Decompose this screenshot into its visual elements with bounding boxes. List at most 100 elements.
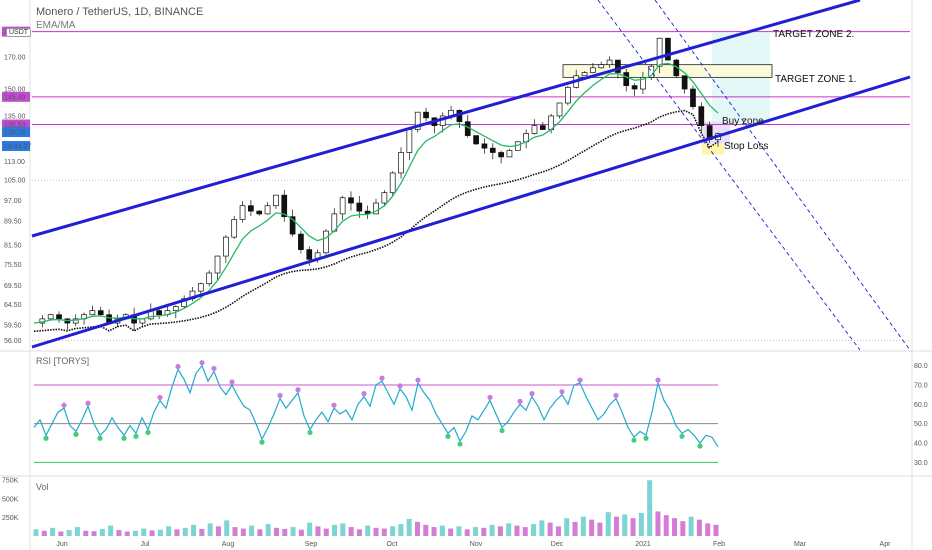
candle-body bbox=[539, 125, 546, 130]
price-tick-label: 75.50 bbox=[4, 262, 22, 269]
volume-bar bbox=[564, 518, 570, 536]
rsi-tick-label: 70.0 bbox=[914, 383, 928, 390]
volume-bar bbox=[273, 527, 279, 536]
rsi-peak-marker bbox=[517, 398, 523, 404]
price-tick-label: 69.50 bbox=[4, 283, 22, 290]
buy-zone-label: Buy zone bbox=[722, 116, 764, 127]
volume-bar bbox=[605, 512, 611, 536]
rsi-pane-label[interactable]: RSI [TORYS] bbox=[36, 356, 90, 366]
indicator-legend[interactable]: EMA/MA bbox=[36, 20, 76, 31]
volume-bar bbox=[290, 527, 296, 536]
rsi-trough-marker bbox=[643, 435, 649, 441]
x-tick-label: Sep bbox=[305, 541, 318, 548]
candle-body bbox=[698, 106, 705, 126]
volume-bar bbox=[58, 531, 64, 536]
rsi-trough-marker bbox=[697, 443, 703, 449]
rsi-peak-marker bbox=[175, 363, 181, 370]
volume-bar bbox=[182, 527, 188, 536]
volume-bar bbox=[340, 523, 346, 536]
price-pane[interactable] bbox=[31, 0, 911, 351]
volume-tick-label: 500K bbox=[2, 496, 19, 503]
candle-body bbox=[56, 314, 62, 320]
volume-bar bbox=[680, 521, 686, 536]
candle-body bbox=[306, 249, 313, 260]
volume-pane-label[interactable]: Vol bbox=[36, 482, 49, 492]
rsi-trough-marker bbox=[97, 435, 103, 441]
candle-body bbox=[414, 111, 421, 130]
rsi-trough-marker bbox=[631, 437, 637, 443]
candle-body bbox=[690, 88, 696, 107]
volume-bar bbox=[647, 480, 653, 536]
rsi-peak-marker bbox=[277, 392, 283, 399]
volume-bar bbox=[531, 524, 537, 536]
candle-body bbox=[615, 59, 621, 73]
candle-body bbox=[506, 149, 513, 158]
candle-body bbox=[72, 318, 79, 324]
volume-bar bbox=[448, 528, 454, 536]
volume-bar bbox=[663, 515, 669, 536]
volume-bar bbox=[257, 529, 263, 536]
candle-body bbox=[665, 37, 671, 61]
rsi-tick-label: 50.0 bbox=[914, 421, 928, 428]
price-tick-label: 59.50 bbox=[4, 323, 22, 330]
rsi-peak-marker bbox=[361, 391, 367, 397]
candle-body bbox=[623, 72, 630, 86]
volume-bar bbox=[282, 528, 288, 536]
candle-body bbox=[281, 194, 288, 218]
volume-bar bbox=[622, 514, 628, 536]
rsi-peak-marker bbox=[655, 377, 661, 383]
x-tick-label: Feb bbox=[713, 541, 725, 548]
ma200-line bbox=[33, 109, 719, 333]
candle-body bbox=[606, 59, 613, 66]
volume-bar bbox=[348, 527, 354, 536]
rsi-peak-marker bbox=[229, 379, 235, 385]
volume-bar bbox=[522, 527, 528, 536]
rsi-pane[interactable] bbox=[33, 360, 719, 463]
candle-body bbox=[239, 205, 246, 220]
candle-body bbox=[423, 111, 429, 119]
volume-bar bbox=[597, 522, 603, 536]
volume-bar bbox=[215, 526, 221, 536]
candle-body bbox=[356, 202, 363, 212]
volume-pane[interactable] bbox=[33, 480, 719, 536]
volume-bar bbox=[547, 522, 553, 536]
price-tick-label: 135.00 bbox=[4, 113, 26, 120]
volume-bar bbox=[356, 529, 362, 536]
volume-bar bbox=[265, 524, 271, 536]
volume-bar bbox=[431, 527, 437, 536]
x-tick-label: Jun bbox=[56, 541, 67, 548]
symbol-title: Monero / TetherUS, 1D, BINANCE bbox=[36, 6, 204, 18]
rsi-peak-marker bbox=[529, 391, 535, 397]
candle-body bbox=[598, 64, 605, 69]
candle-body bbox=[47, 314, 54, 320]
currency-badge[interactable]: USDT bbox=[6, 28, 32, 37]
rsi-trough-marker bbox=[259, 439, 265, 445]
volume-bar bbox=[199, 528, 205, 536]
rsi-peak-marker bbox=[487, 394, 493, 401]
price-tick-label: 126.75 bbox=[4, 130, 26, 137]
price-badge bbox=[2, 91, 30, 102]
price-tick-label: 150.00 bbox=[4, 87, 26, 94]
volume-bar bbox=[66, 530, 72, 536]
rsi-peak-marker bbox=[613, 392, 619, 399]
rsi-trough-marker bbox=[133, 433, 139, 439]
volume-bar bbox=[439, 525, 445, 536]
candle-body bbox=[640, 77, 646, 90]
candle-body bbox=[348, 197, 354, 204]
volume-bar bbox=[307, 522, 313, 536]
candle-body bbox=[489, 147, 496, 153]
volume-bar bbox=[423, 524, 429, 536]
candle-body bbox=[214, 255, 221, 274]
volume-bar bbox=[456, 526, 462, 536]
candle-body bbox=[590, 67, 596, 73]
volume-bar bbox=[191, 524, 197, 536]
volume-bar bbox=[489, 524, 495, 536]
candle-body bbox=[264, 205, 271, 215]
candle-body bbox=[381, 192, 388, 204]
candle-body bbox=[273, 194, 279, 207]
x-tick-label: Mar bbox=[794, 541, 807, 548]
price-tick-label: 19:44:27 bbox=[4, 144, 31, 151]
volume-bar bbox=[232, 527, 238, 536]
candle-body bbox=[581, 72, 588, 77]
